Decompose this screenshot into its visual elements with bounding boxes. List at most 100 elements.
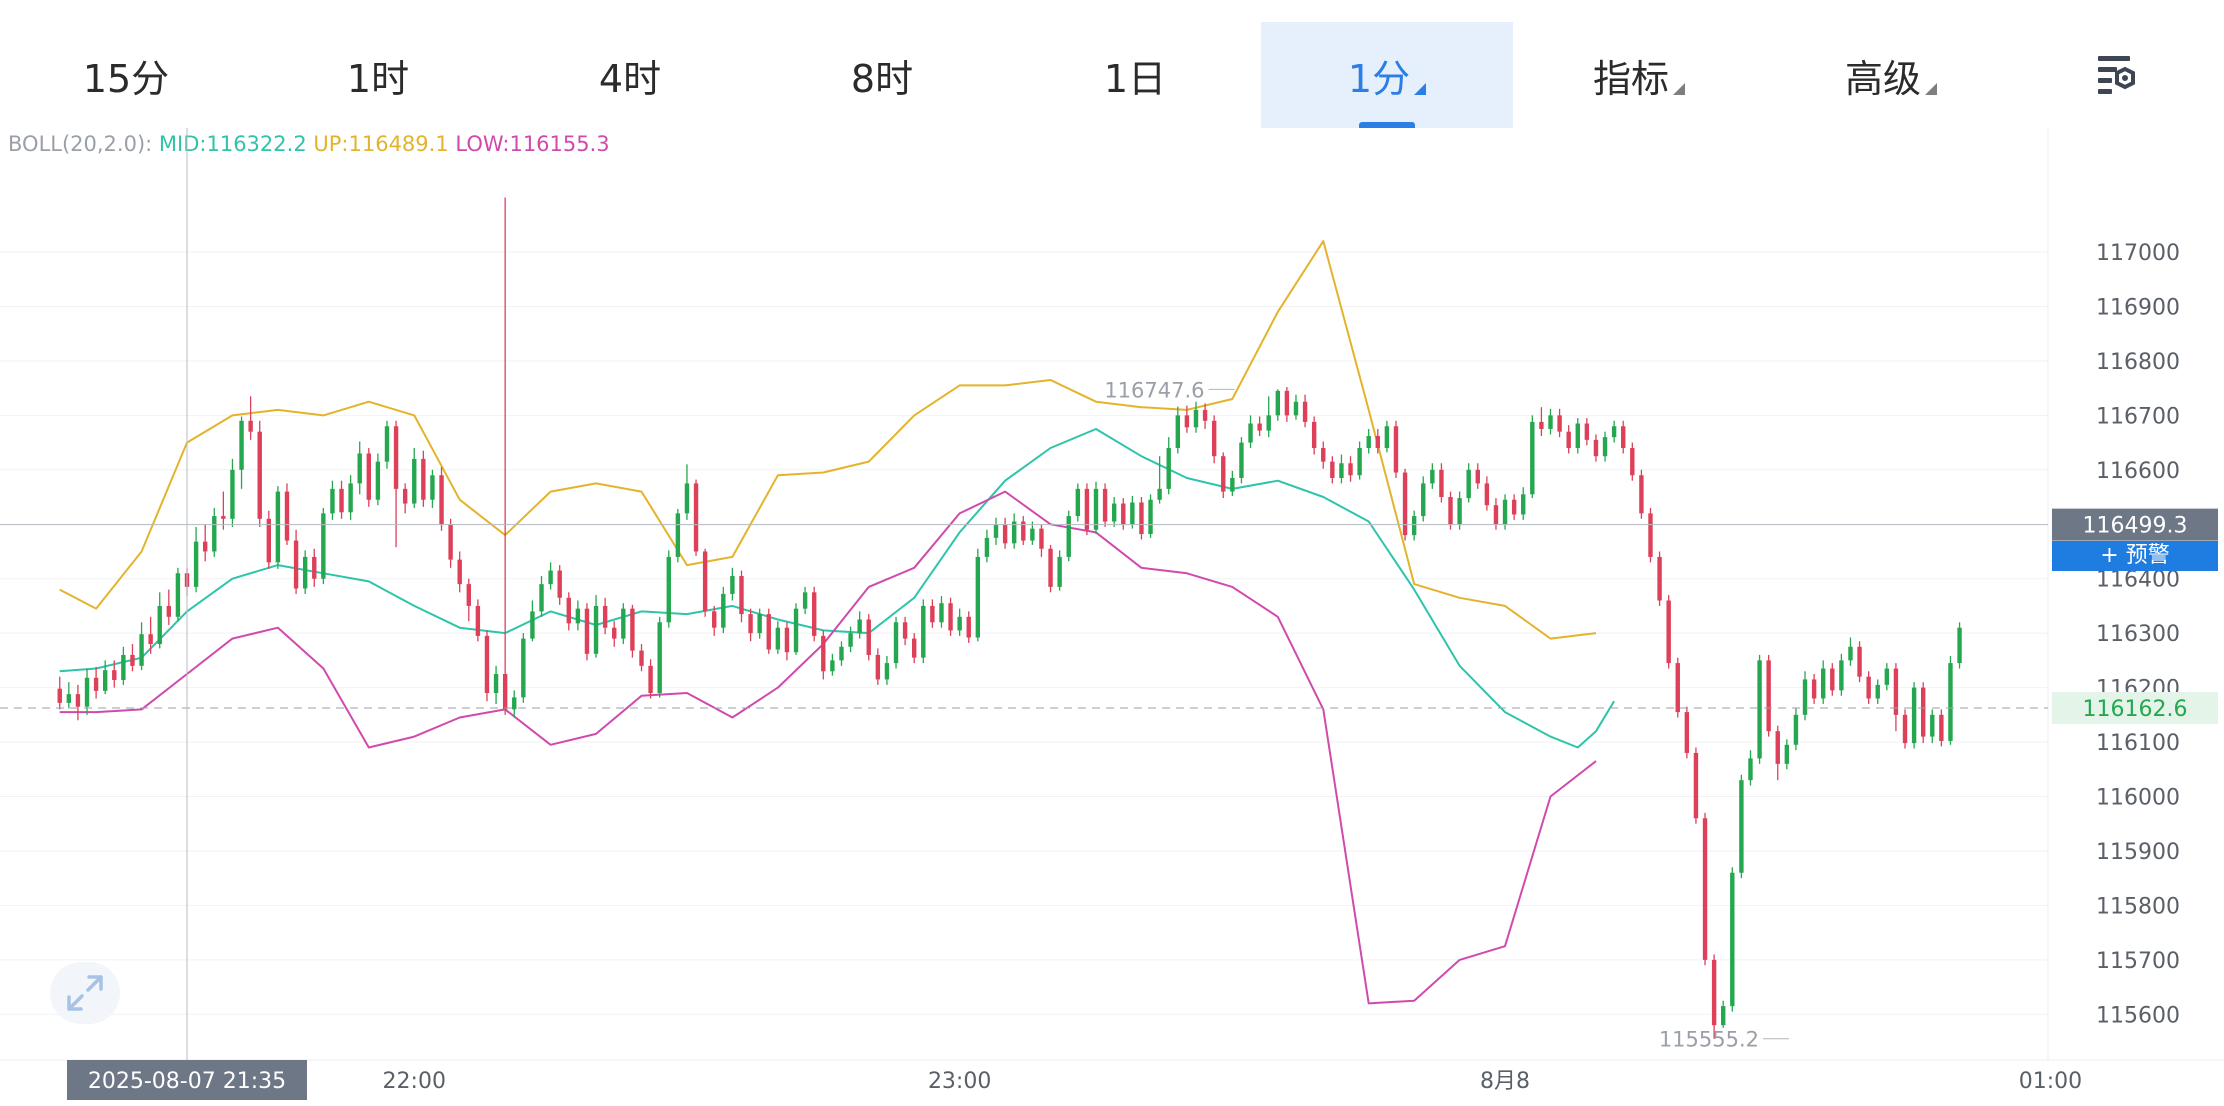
chart-settings-button[interactable] (2084, 50, 2144, 100)
candle-body (1457, 498, 1462, 525)
tab-4[interactable]: 1日 (1009, 22, 1261, 128)
candle-body (639, 650, 644, 666)
candle-body (1675, 663, 1680, 713)
chart-settings-icon (2098, 56, 2135, 94)
candle-body (1184, 415, 1190, 428)
tab-label: 指标 (1592, 56, 1669, 101)
candle-body (221, 516, 226, 519)
candle-body (584, 608, 590, 654)
candle-body (893, 622, 899, 664)
candle-body (1411, 516, 1417, 536)
tab-0[interactable]: 15分 (0, 22, 252, 128)
candle-body (557, 570, 562, 598)
candle-body (1539, 421, 1544, 429)
candle-body (1466, 469, 1471, 499)
candle-body (866, 619, 871, 655)
candle-body (1366, 436, 1371, 449)
candle-body (1702, 818, 1708, 960)
candle-body (1493, 505, 1499, 525)
candle-body (1857, 646, 1862, 677)
candle-body (1602, 437, 1608, 457)
candle-body (1302, 401, 1308, 422)
candle-body (912, 638, 917, 658)
tab-3[interactable]: 8时 (756, 22, 1008, 128)
candle-body (284, 491, 290, 541)
price-alert-button[interactable]: + 预警 (2052, 541, 2218, 571)
candle-body (593, 605, 599, 654)
candle-body (348, 483, 353, 513)
candle-body (1748, 758, 1753, 781)
x-tick-label: 8月8 (1480, 1069, 1530, 1094)
candle-body (1066, 516, 1071, 557)
candle-body (1530, 421, 1535, 495)
candle-body (1202, 409, 1208, 421)
candle-body (202, 541, 208, 552)
candle-body (1057, 556, 1062, 587)
candle-body (848, 633, 853, 647)
candle-body (1793, 714, 1799, 745)
candle-body (75, 694, 81, 707)
candle-body (1593, 439, 1599, 457)
tab-5[interactable]: 1分 (1261, 22, 1513, 128)
candle-body (1902, 714, 1908, 744)
candle-body (612, 627, 617, 639)
candle-body (357, 453, 362, 484)
candle-body (1621, 426, 1626, 449)
candle-body (984, 537, 990, 557)
candle-body (930, 605, 935, 623)
candle-body (502, 673, 508, 710)
candle-body (539, 584, 544, 612)
candle-body (1730, 872, 1735, 1007)
candle-body (1939, 714, 1944, 741)
candle-body (1148, 499, 1153, 535)
candle-body (1821, 668, 1826, 699)
candle-body (1330, 461, 1335, 478)
candle-body (1948, 663, 1953, 741)
candle-body (257, 431, 262, 519)
candle-body (430, 475, 435, 500)
crosshair-price-box (2052, 508, 2218, 541)
tab-6[interactable]: 指标 (1513, 22, 1765, 128)
candle-body (721, 593, 726, 628)
tab-2[interactable]: 4时 (504, 22, 756, 128)
candle-body (339, 488, 344, 513)
legend-indicator: BOLL(20,2.0): (8, 132, 153, 156)
candle-body (1566, 431, 1571, 449)
candle-body (575, 608, 581, 624)
candle-body (1275, 390, 1280, 416)
candle-body (193, 541, 199, 587)
candle-body (1766, 660, 1771, 732)
y-tick-label: 116900 (2096, 295, 2180, 320)
candle-body (412, 458, 417, 504)
candle-body (1575, 423, 1580, 449)
y-tick-label: 115800 (2096, 894, 2180, 919)
tab-1[interactable]: 1时 (252, 22, 504, 128)
candle-body (948, 603, 953, 631)
boll-legend: BOLL(20,2.0): MID:116322.2 UP:116489.1 L… (8, 128, 610, 160)
candle-body (966, 616, 971, 638)
candle-body (1011, 521, 1017, 544)
expand-chart-button[interactable] (50, 962, 120, 1024)
candle-body (1102, 488, 1108, 522)
last-price-label: 116162.6 (2083, 697, 2188, 722)
y-tick-label: 116000 (2096, 786, 2180, 811)
extreme-price-label: 115555.2 (1659, 1028, 1759, 1052)
candle-body (439, 475, 444, 525)
candle-body (548, 570, 553, 585)
candle-body (1002, 524, 1008, 544)
tab-label: 1日 (1103, 56, 1167, 101)
candle-body (1311, 421, 1317, 449)
candle-body (1257, 423, 1262, 431)
y-tick-label: 116700 (2096, 404, 2180, 429)
candle-body (1684, 712, 1690, 753)
candle-body (84, 677, 90, 707)
candle-body (857, 619, 862, 634)
candle-body (1111, 503, 1117, 522)
series-line-mid (59, 428, 1615, 749)
tab-7[interactable]: 高级 (1765, 22, 2017, 128)
candle-body (1693, 752, 1699, 819)
candle-body (1130, 502, 1135, 525)
x-tick-label: 22:00 (383, 1069, 446, 1094)
candle-body (1093, 488, 1099, 530)
